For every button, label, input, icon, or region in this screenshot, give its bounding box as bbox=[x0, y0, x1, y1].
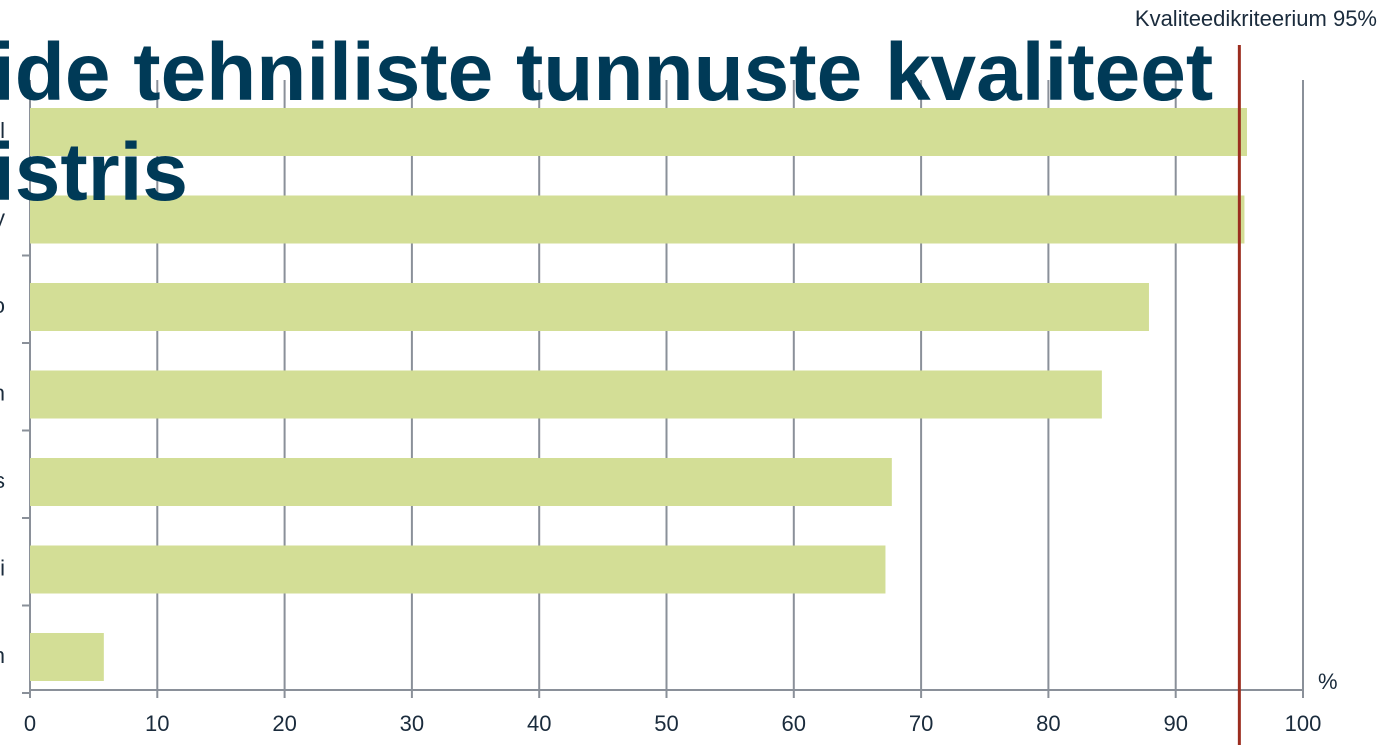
y-tick-label: o bbox=[0, 293, 5, 318]
chart-title: istris bbox=[0, 127, 188, 218]
x-tick-label: 30 bbox=[400, 711, 424, 736]
bar bbox=[30, 458, 892, 506]
y-tick-label: l bbox=[0, 118, 5, 143]
y-tick-label: y bbox=[0, 205, 5, 230]
x-tick-label: 50 bbox=[654, 711, 678, 736]
y-tick-label: n bbox=[0, 643, 5, 668]
bar bbox=[30, 108, 1247, 156]
x-tick-label: 10 bbox=[145, 711, 169, 736]
bar bbox=[30, 633, 104, 681]
x-tick-label: 40 bbox=[527, 711, 551, 736]
bar bbox=[30, 545, 886, 594]
x-tick-label: 80 bbox=[1036, 711, 1060, 736]
y-tick-label: i bbox=[0, 555, 5, 580]
bar bbox=[30, 195, 1245, 244]
x-tick-label: 90 bbox=[1163, 711, 1187, 736]
x-unit-label: % bbox=[1318, 669, 1338, 694]
chart-title: ide tehniliste tunnuste kvaliteet bbox=[0, 27, 1213, 118]
x-tick-label: 100 bbox=[1285, 711, 1322, 736]
x-tick-label: 0 bbox=[24, 711, 36, 736]
bar bbox=[30, 283, 1149, 331]
y-tick-label: s bbox=[0, 468, 5, 493]
y-tick-label: n bbox=[0, 380, 5, 405]
reference-label: Kvaliteedikriteerium 95% bbox=[1135, 6, 1377, 31]
x-tick-label: 60 bbox=[782, 711, 806, 736]
bar bbox=[30, 370, 1102, 419]
labels: 0 10 20 30 40 50 60 70 80 90 100% l y o n s i n Kvaliteedi… bbox=[0, 6, 1377, 736]
x-tick-label: 70 bbox=[909, 711, 933, 736]
x-tick-label: 20 bbox=[272, 711, 296, 736]
bars bbox=[30, 108, 1247, 681]
